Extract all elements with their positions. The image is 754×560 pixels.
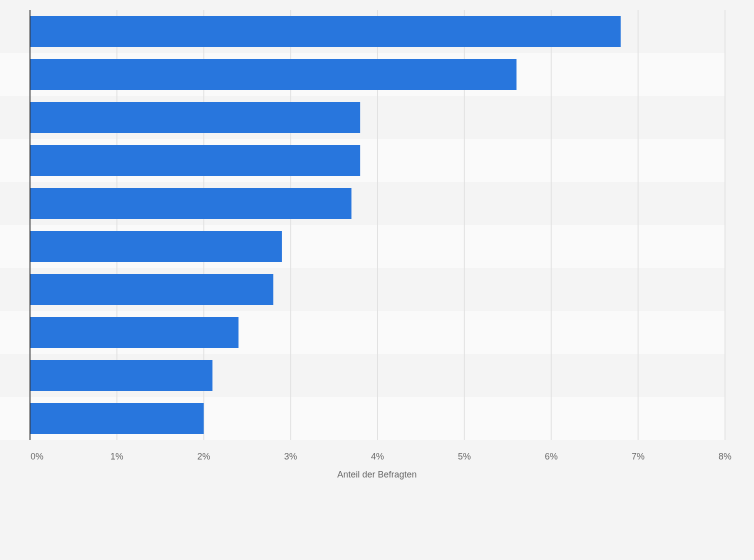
bar [30,145,361,176]
x-axis-title: Anteil der Befragten [337,469,417,479]
x-tick-label: 7% [632,451,645,461]
x-tick-label: 4% [371,451,384,461]
x-tick-label: 5% [458,451,471,461]
bar [30,188,352,219]
x-tick-label: 2% [197,451,210,461]
x-tick-label: 8% [718,451,731,461]
x-tick-label: 3% [284,451,297,461]
bar [30,59,517,90]
x-tick-label: 0% [30,451,43,461]
bar [30,274,274,305]
bar [30,102,361,133]
bar [30,317,239,348]
bar [30,231,282,262]
bar [30,403,204,434]
x-tick-label: 6% [545,451,558,461]
x-tick-label: 1% [110,451,123,461]
bar [30,360,213,391]
bar [30,16,621,47]
